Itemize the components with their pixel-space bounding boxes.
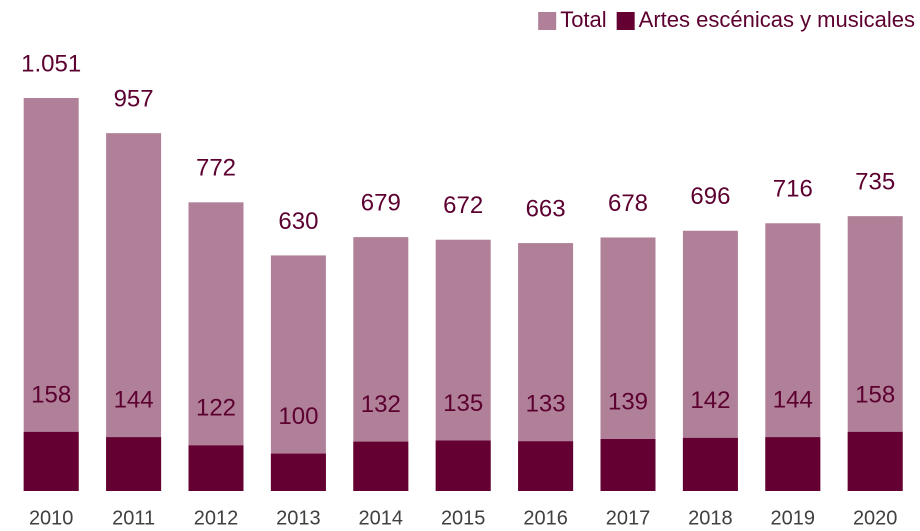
- x-tick-label: 2012: [194, 507, 239, 529]
- legend-swatch: [538, 12, 557, 30]
- x-tick-label: 2018: [688, 507, 733, 529]
- bar: [847, 431, 903, 491]
- x-tick-label: 2010: [29, 507, 74, 529]
- x-tick-label: 2016: [523, 507, 568, 529]
- bar: [23, 431, 79, 491]
- x-tick-label: 2011: [112, 507, 155, 529]
- value-label: 716: [773, 176, 813, 203]
- value-label: 630: [278, 208, 318, 235]
- value-label: 735: [855, 169, 895, 196]
- legend-swatch: [616, 12, 635, 30]
- value-label: 679: [361, 189, 401, 216]
- bar: [270, 453, 326, 491]
- value-label: 158: [855, 381, 895, 408]
- bar: [765, 437, 821, 491]
- bar: [518, 441, 574, 491]
- value-label: 133: [526, 391, 566, 418]
- value-label: 142: [690, 387, 730, 414]
- bar: [106, 437, 162, 491]
- x-tick-label: 2017: [606, 507, 651, 529]
- value-label: 144: [773, 386, 813, 413]
- x-tick-label: 2019: [771, 507, 816, 529]
- value-label: 1.051: [21, 50, 81, 77]
- legend-label: Total: [560, 7, 606, 32]
- bar: [435, 440, 491, 491]
- value-label: 158: [31, 381, 71, 408]
- value-label: 100: [278, 403, 318, 430]
- value-label: 144: [114, 386, 154, 413]
- value-label: 678: [608, 190, 648, 217]
- bar: [23, 98, 79, 491]
- bar: [600, 439, 656, 491]
- bar: [353, 441, 409, 491]
- legend-label: Artes escénicas y musicales: [639, 7, 915, 32]
- value-label: 139: [608, 388, 648, 415]
- value-label: 672: [443, 192, 483, 219]
- value-label: 132: [361, 391, 401, 418]
- value-label: 135: [443, 390, 483, 417]
- bar: [106, 133, 162, 491]
- x-tick-label: 2015: [441, 507, 486, 529]
- bar: [188, 445, 244, 491]
- x-tick-label: 2014: [359, 507, 404, 529]
- x-tick-label: 2020: [853, 507, 898, 529]
- value-label: 696: [690, 183, 730, 210]
- value-label: 122: [196, 395, 236, 422]
- value-label: 772: [196, 155, 236, 182]
- x-tick-label: 2013: [276, 507, 321, 529]
- bar: [188, 202, 244, 491]
- value-label: 957: [114, 85, 154, 112]
- bar: [270, 255, 326, 491]
- bar: [682, 437, 738, 491]
- value-label: 663: [526, 195, 566, 222]
